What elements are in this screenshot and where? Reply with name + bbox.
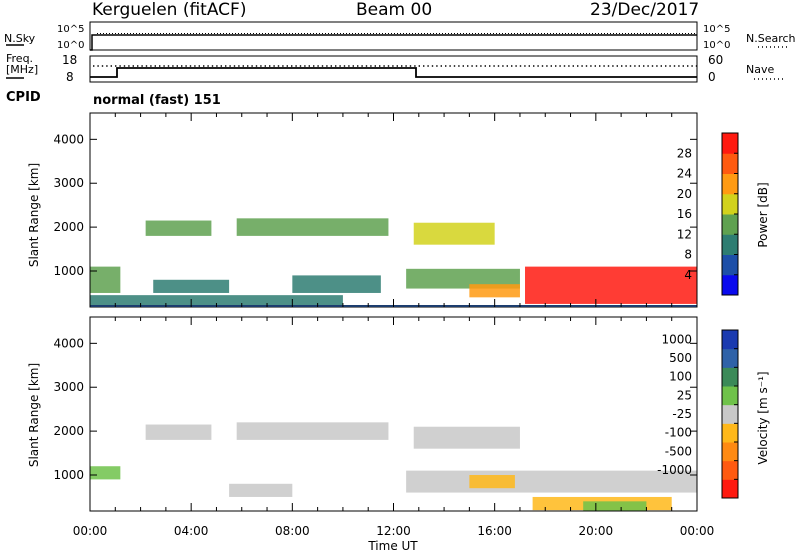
time-tick-label-2: 08:00 <box>275 524 310 538</box>
data-region-1-8 <box>583 501 646 511</box>
colorbar-tick-label-1-7: -1000 <box>657 463 692 477</box>
y-tick-label-1-2: 3000 <box>53 380 84 394</box>
colorbar-tick-label-0-0: 4 <box>684 268 692 282</box>
nsearch-tick-bottom: 10^0 <box>703 40 730 51</box>
y-tick-label-0-2: 3000 <box>53 176 84 190</box>
time-tick-label-0: 00:00 <box>73 524 108 538</box>
y-tick-label-0-1: 2000 <box>53 220 84 234</box>
nsearch-tick-top: 10^5 <box>703 24 730 35</box>
freq-tick-top: 18 <box>62 53 77 67</box>
data-region-0-6 <box>414 223 495 245</box>
nsky-strip: 10^5 10^0 10^5 10^0 <box>6 22 790 51</box>
nsky-strip-frame <box>90 22 697 50</box>
data-region-0-3 <box>153 280 229 293</box>
freq-tick-bottom: 8 <box>66 70 74 84</box>
colorbar-swatch-0-0 <box>722 275 738 296</box>
colorbar-tick-label-0-6: 28 <box>677 146 692 160</box>
y-tick-label-1-0: 1000 <box>53 468 84 482</box>
colorbar-swatch-0-6 <box>722 153 738 174</box>
data-region-1-5 <box>406 471 697 493</box>
colorbar-tick-label-0-4: 20 <box>677 187 692 201</box>
colorbar-swatch-1-7 <box>722 349 738 368</box>
power-colorbar-label: Power [dB] <box>756 182 770 247</box>
freq-strip: 18 8 60 0 <box>6 53 784 84</box>
data-region-1-4 <box>414 427 520 449</box>
nsky-trace <box>90 35 697 50</box>
colorbar-swatch-1-5 <box>722 386 738 405</box>
velocity-ylabel: Slant Range [km] <box>27 363 41 467</box>
colorbar-swatch-0-5 <box>722 174 738 195</box>
nsky-tick-top: 10^5 <box>57 24 84 35</box>
nsky-tick-bottom: 10^0 <box>57 40 84 51</box>
colorbar-swatch-0-4 <box>722 194 738 215</box>
freq-trace <box>90 68 697 77</box>
data-region-0-9 <box>525 267 697 304</box>
velocity-panel: 1000 2000 3000 4000 Slant Range [km] 1000 50… <box>27 317 770 511</box>
colorbar-swatch-0-1 <box>722 255 738 276</box>
data-region-0-2 <box>146 221 212 236</box>
time-axis-label: Time UT <box>367 539 418 553</box>
colorbar-tick-label-0-5: 24 <box>677 167 692 181</box>
colorbar-tick-label-1-1: 500 <box>669 351 692 365</box>
colorbar-tick-label-1-4: -25 <box>672 407 692 421</box>
colorbar-tick-label-1-2: 100 <box>669 370 692 384</box>
power-ylabel: Slant Range [km] <box>27 163 41 267</box>
colorbar-tick-label-0-3: 16 <box>677 207 692 221</box>
power-data-regions <box>90 218 697 307</box>
time-axis: 00:00 04:00 08:00 12:00 16:00 20:00 00:00 <box>73 524 715 538</box>
colorbar-swatch-0-2 <box>722 234 738 255</box>
colorbar-swatch-1-2 <box>722 442 738 461</box>
data-region-1-2 <box>237 422 389 440</box>
colorbar-tick-label-0-2: 12 <box>677 227 692 241</box>
colorbar-swatch-1-1 <box>722 461 738 480</box>
nave-tick-bottom: 0 <box>708 70 716 84</box>
data-region-1-6 <box>469 475 515 488</box>
colorbar-swatch-0-7 <box>722 133 738 154</box>
power-colorbar: 4 8 12 16 20 24 28 <box>677 133 738 296</box>
data-region-1-3 <box>229 484 292 497</box>
colorbar-tick-label-1-0: 1000 <box>661 332 692 346</box>
y-tick-label-0-0: 1000 <box>53 264 84 278</box>
freq-strip-frame <box>90 56 697 82</box>
colorbar-swatch-1-3 <box>722 423 738 442</box>
data-region-0-8 <box>469 284 520 297</box>
colorbar-swatch-1-4 <box>722 405 738 424</box>
colorbar-swatch-1-6 <box>722 367 738 386</box>
time-tick-label-5: 20:00 <box>579 524 614 538</box>
velocity-colorbar: 1000 500 100 25 -25 -100 -500 -1000 <box>657 330 738 499</box>
velocity-data-regions <box>90 422 697 511</box>
nave-tick-top: 60 <box>708 53 723 67</box>
colorbar-tick-label-1-3: 25 <box>677 388 692 402</box>
y-tick-label-1-1: 2000 <box>53 424 84 438</box>
time-tick-label-4: 16:00 <box>477 524 512 538</box>
data-region-0-5 <box>292 275 381 293</box>
colorbar-swatch-0-3 <box>722 214 738 235</box>
velocity-colorbar-label: Velocity [m s⁻¹] <box>756 371 770 464</box>
colorbar-swatch-1-0 <box>722 479 738 498</box>
y-tick-label-1-3: 4000 <box>53 336 84 350</box>
colorbar-tick-label-0-1: 8 <box>684 248 692 262</box>
time-tick-label-3: 12:00 <box>376 524 411 538</box>
data-region-1-0 <box>90 466 120 479</box>
data-region-1-1 <box>146 425 212 440</box>
colorbar-tick-label-1-6: -500 <box>665 444 692 458</box>
colorbar-swatch-1-8 <box>722 330 738 349</box>
y-tick-label-0-3: 4000 <box>53 132 84 146</box>
time-tick-label-6: 00:00 <box>680 524 715 538</box>
data-region-0-4 <box>237 218 389 236</box>
colorbar-tick-label-1-5: -100 <box>665 426 692 440</box>
power-panel: 1000 2000 3000 4000 Slant Range [km] 4 8 12 16… <box>27 113 770 307</box>
time-tick-label-1: 04:00 <box>174 524 209 538</box>
